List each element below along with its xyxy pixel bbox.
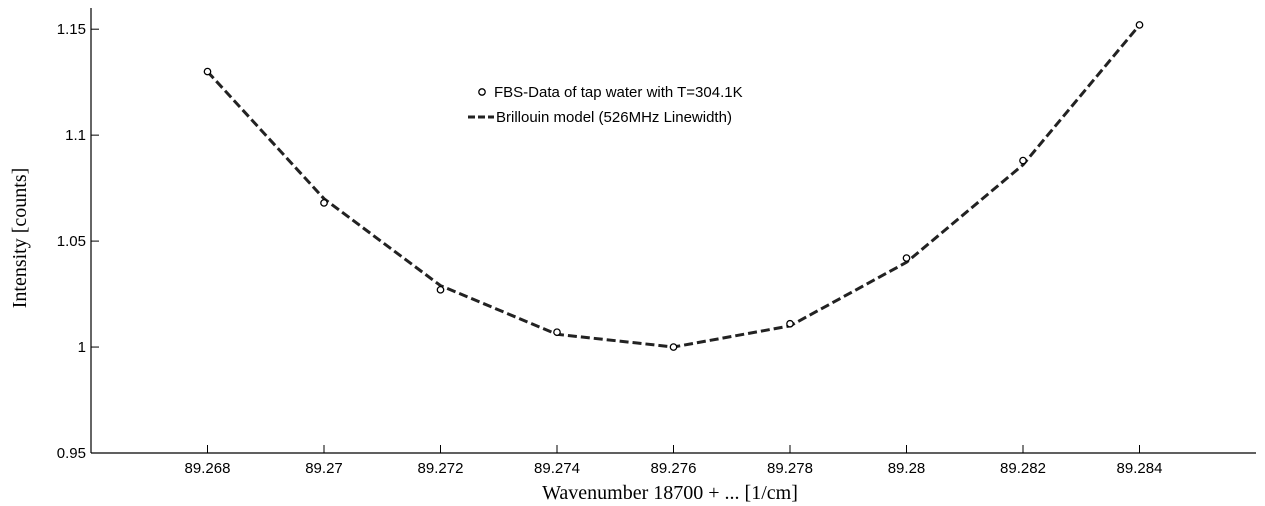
y-tick-label: 1.05 [57, 233, 86, 250]
legend-label-brillouin-model: Brillouin model (526MHz Linewidth) [496, 109, 732, 126]
series-layer [203, 21, 1144, 351]
data-point [1019, 156, 1027, 165]
x-tick-label: 89.27 [305, 460, 343, 477]
y-ticks: 0.95 1 1.05 1.1 1.15 [57, 21, 99, 462]
legend: FBS-Data of tap water with T=304.1K Brill… [468, 84, 743, 126]
series-line-brillouin-model [206, 24, 1141, 349]
data-point [786, 319, 794, 328]
x-tick-label: 89.276 [651, 460, 697, 477]
legend-marker-fbs-data [478, 88, 486, 96]
x-tick-label: 89.278 [767, 460, 813, 477]
x-tick-label: 89.284 [1117, 460, 1163, 477]
data-point [320, 199, 328, 207]
x-ticks: 89.268 89.27 89.272 89.274 89.276 89.278 89.28… [185, 445, 1163, 477]
x-tick-label: 89.268 [185, 460, 231, 477]
y-tick-label: 1.15 [57, 21, 86, 38]
x-axis-title: Wavenumber 18700 + ... [1/cm] [542, 482, 798, 504]
data-point [203, 67, 212, 76]
x-tick-label: 89.282 [1000, 460, 1046, 477]
data-point [902, 254, 911, 262]
y-axis-title: Intensity [counts] [9, 168, 31, 309]
data-point [553, 328, 561, 337]
y-tick-label: 0.95 [57, 445, 86, 462]
x-tick-label: 89.28 [888, 460, 926, 477]
y-tick-label: 1 [78, 339, 86, 356]
legend-label-fbs-data: FBS-Data of tap water with T=304.1K [494, 84, 743, 101]
x-tick-label: 89.272 [418, 460, 464, 477]
y-tick-label: 1.1 [65, 127, 86, 144]
data-point [436, 285, 445, 294]
data-point [669, 343, 678, 351]
data-point [1135, 21, 1144, 29]
axes [90, 8, 1256, 454]
x-tick-label: 89.274 [534, 460, 580, 477]
